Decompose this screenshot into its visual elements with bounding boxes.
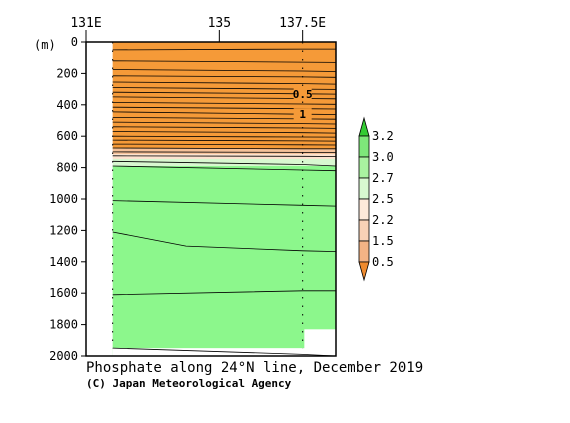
- contour-label-bg-1: [293, 108, 312, 121]
- contour-label-1: 1: [299, 108, 306, 121]
- colorbar-label-3: 2.5: [372, 192, 394, 206]
- colorbar-segment-3: [358, 198, 370, 221]
- contour-line-12: [112, 121, 337, 125]
- band-3: [112, 158, 337, 167]
- y-tick-label-5: 1000: [49, 192, 78, 206]
- contour-line-23: [112, 200, 337, 207]
- y-tick-label-10: 2000: [49, 349, 78, 363]
- x-tick-label-0: 131E: [70, 16, 101, 31]
- colorbar-extend-bottom: [358, 261, 370, 282]
- band-2: [112, 154, 337, 159]
- y-tick-label-3: 600: [56, 129, 78, 143]
- y-tick-label-0: 0: [71, 35, 78, 49]
- colorbar-label-4: 2.2: [372, 213, 394, 227]
- contour-line-21: [112, 160, 337, 167]
- y-tick-label-6: 1200: [49, 223, 78, 237]
- colorbar-segment-5: [358, 240, 370, 263]
- colorbar-label-2: 2.7: [372, 171, 394, 185]
- contour-label-bg-0: [293, 87, 312, 100]
- colorbar-segment-4: [358, 219, 370, 242]
- contour-labels: 0.51: [293, 87, 313, 121]
- contour-line-4: [112, 81, 337, 85]
- colorbar-segment-2: [358, 177, 370, 200]
- y-tick-label-4: 800: [56, 161, 78, 175]
- y-tick-label-9: 1800: [49, 318, 78, 332]
- credit-text: (C) Japan Meteorological Agency: [86, 377, 292, 390]
- colorbar-label-5: 1.5: [372, 234, 394, 248]
- colorbar-segment-0: [358, 135, 370, 158]
- contour-line-20: [112, 155, 337, 157]
- contour-label-0: 0.5: [293, 88, 313, 101]
- contour-line-1: [112, 60, 337, 63]
- contour-line-25: [112, 290, 336, 296]
- colorbar-extend-top: [358, 116, 370, 137]
- band-4: [112, 166, 337, 356]
- contour-line-2: [112, 69, 337, 72]
- x-axis: 131E 135 137.5E: [70, 16, 326, 42]
- y-unit-label: (m): [34, 38, 56, 52]
- y-tick-label-2: 400: [56, 98, 78, 112]
- chart-title: Phosphate along 24°N line, December 2019: [86, 360, 423, 376]
- contour-line-18: [112, 147, 336, 150]
- y-tick-label-1: 200: [56, 66, 78, 80]
- no-data-right: [304, 329, 336, 356]
- band-1: [112, 148, 337, 155]
- contour-line-16: [112, 139, 337, 142]
- colorbar-label-6: 0.5: [372, 255, 394, 269]
- contour-line-14: [112, 131, 337, 134]
- x-tick-label-2: 137.5E: [279, 16, 326, 31]
- contour-line-0: [112, 48, 336, 51]
- contour-line-24: [112, 231, 337, 252]
- colorbar-segment-1: [358, 156, 370, 179]
- y-tick-label-8: 1600: [49, 286, 78, 300]
- contour-line-8: [112, 102, 337, 105]
- contour-line-19: [112, 151, 337, 153]
- x-tick-label-1: 135: [208, 16, 231, 31]
- colorbar-label-0: 3.2: [372, 129, 394, 143]
- colorbar-legend: 3.2 3.0 2.7 2.5 2.2 1.5 0.5: [358, 116, 394, 282]
- y-tick-label-7: 1400: [49, 255, 78, 269]
- colorbar-label-1: 3.0: [372, 150, 394, 164]
- y-axis: 0 200 400 600 800 1000 1200 1400 1600 1800 2000: [49, 35, 86, 363]
